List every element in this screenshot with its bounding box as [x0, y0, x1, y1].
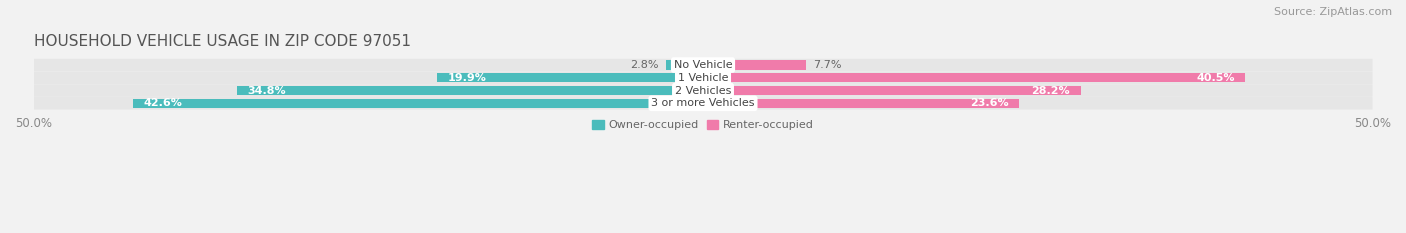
FancyBboxPatch shape: [34, 84, 1372, 97]
Text: 19.9%: 19.9%: [447, 73, 486, 83]
FancyBboxPatch shape: [34, 72, 1372, 84]
Text: 1 Vehicle: 1 Vehicle: [678, 73, 728, 83]
Bar: [436, 73, 703, 82]
Text: 2 Vehicles: 2 Vehicles: [675, 86, 731, 96]
Bar: [132, 99, 703, 108]
Bar: [703, 73, 1246, 82]
Text: 34.8%: 34.8%: [247, 86, 287, 96]
FancyBboxPatch shape: [34, 97, 1372, 110]
Text: 40.5%: 40.5%: [1197, 73, 1234, 83]
Bar: [703, 86, 1081, 95]
Text: 28.2%: 28.2%: [1031, 86, 1070, 96]
Bar: [665, 60, 703, 70]
Text: 7.7%: 7.7%: [813, 60, 841, 70]
Text: HOUSEHOLD VEHICLE USAGE IN ZIP CODE 97051: HOUSEHOLD VEHICLE USAGE IN ZIP CODE 9705…: [34, 34, 411, 49]
Text: 23.6%: 23.6%: [970, 98, 1008, 108]
Text: Source: ZipAtlas.com: Source: ZipAtlas.com: [1274, 7, 1392, 17]
Text: No Vehicle: No Vehicle: [673, 60, 733, 70]
Text: 42.6%: 42.6%: [143, 98, 183, 108]
Bar: [238, 86, 703, 95]
Bar: [703, 60, 806, 70]
Bar: [703, 99, 1019, 108]
Legend: Owner-occupied, Renter-occupied: Owner-occupied, Renter-occupied: [588, 115, 818, 135]
Text: 2.8%: 2.8%: [630, 60, 659, 70]
FancyBboxPatch shape: [34, 59, 1372, 71]
Text: 3 or more Vehicles: 3 or more Vehicles: [651, 98, 755, 108]
